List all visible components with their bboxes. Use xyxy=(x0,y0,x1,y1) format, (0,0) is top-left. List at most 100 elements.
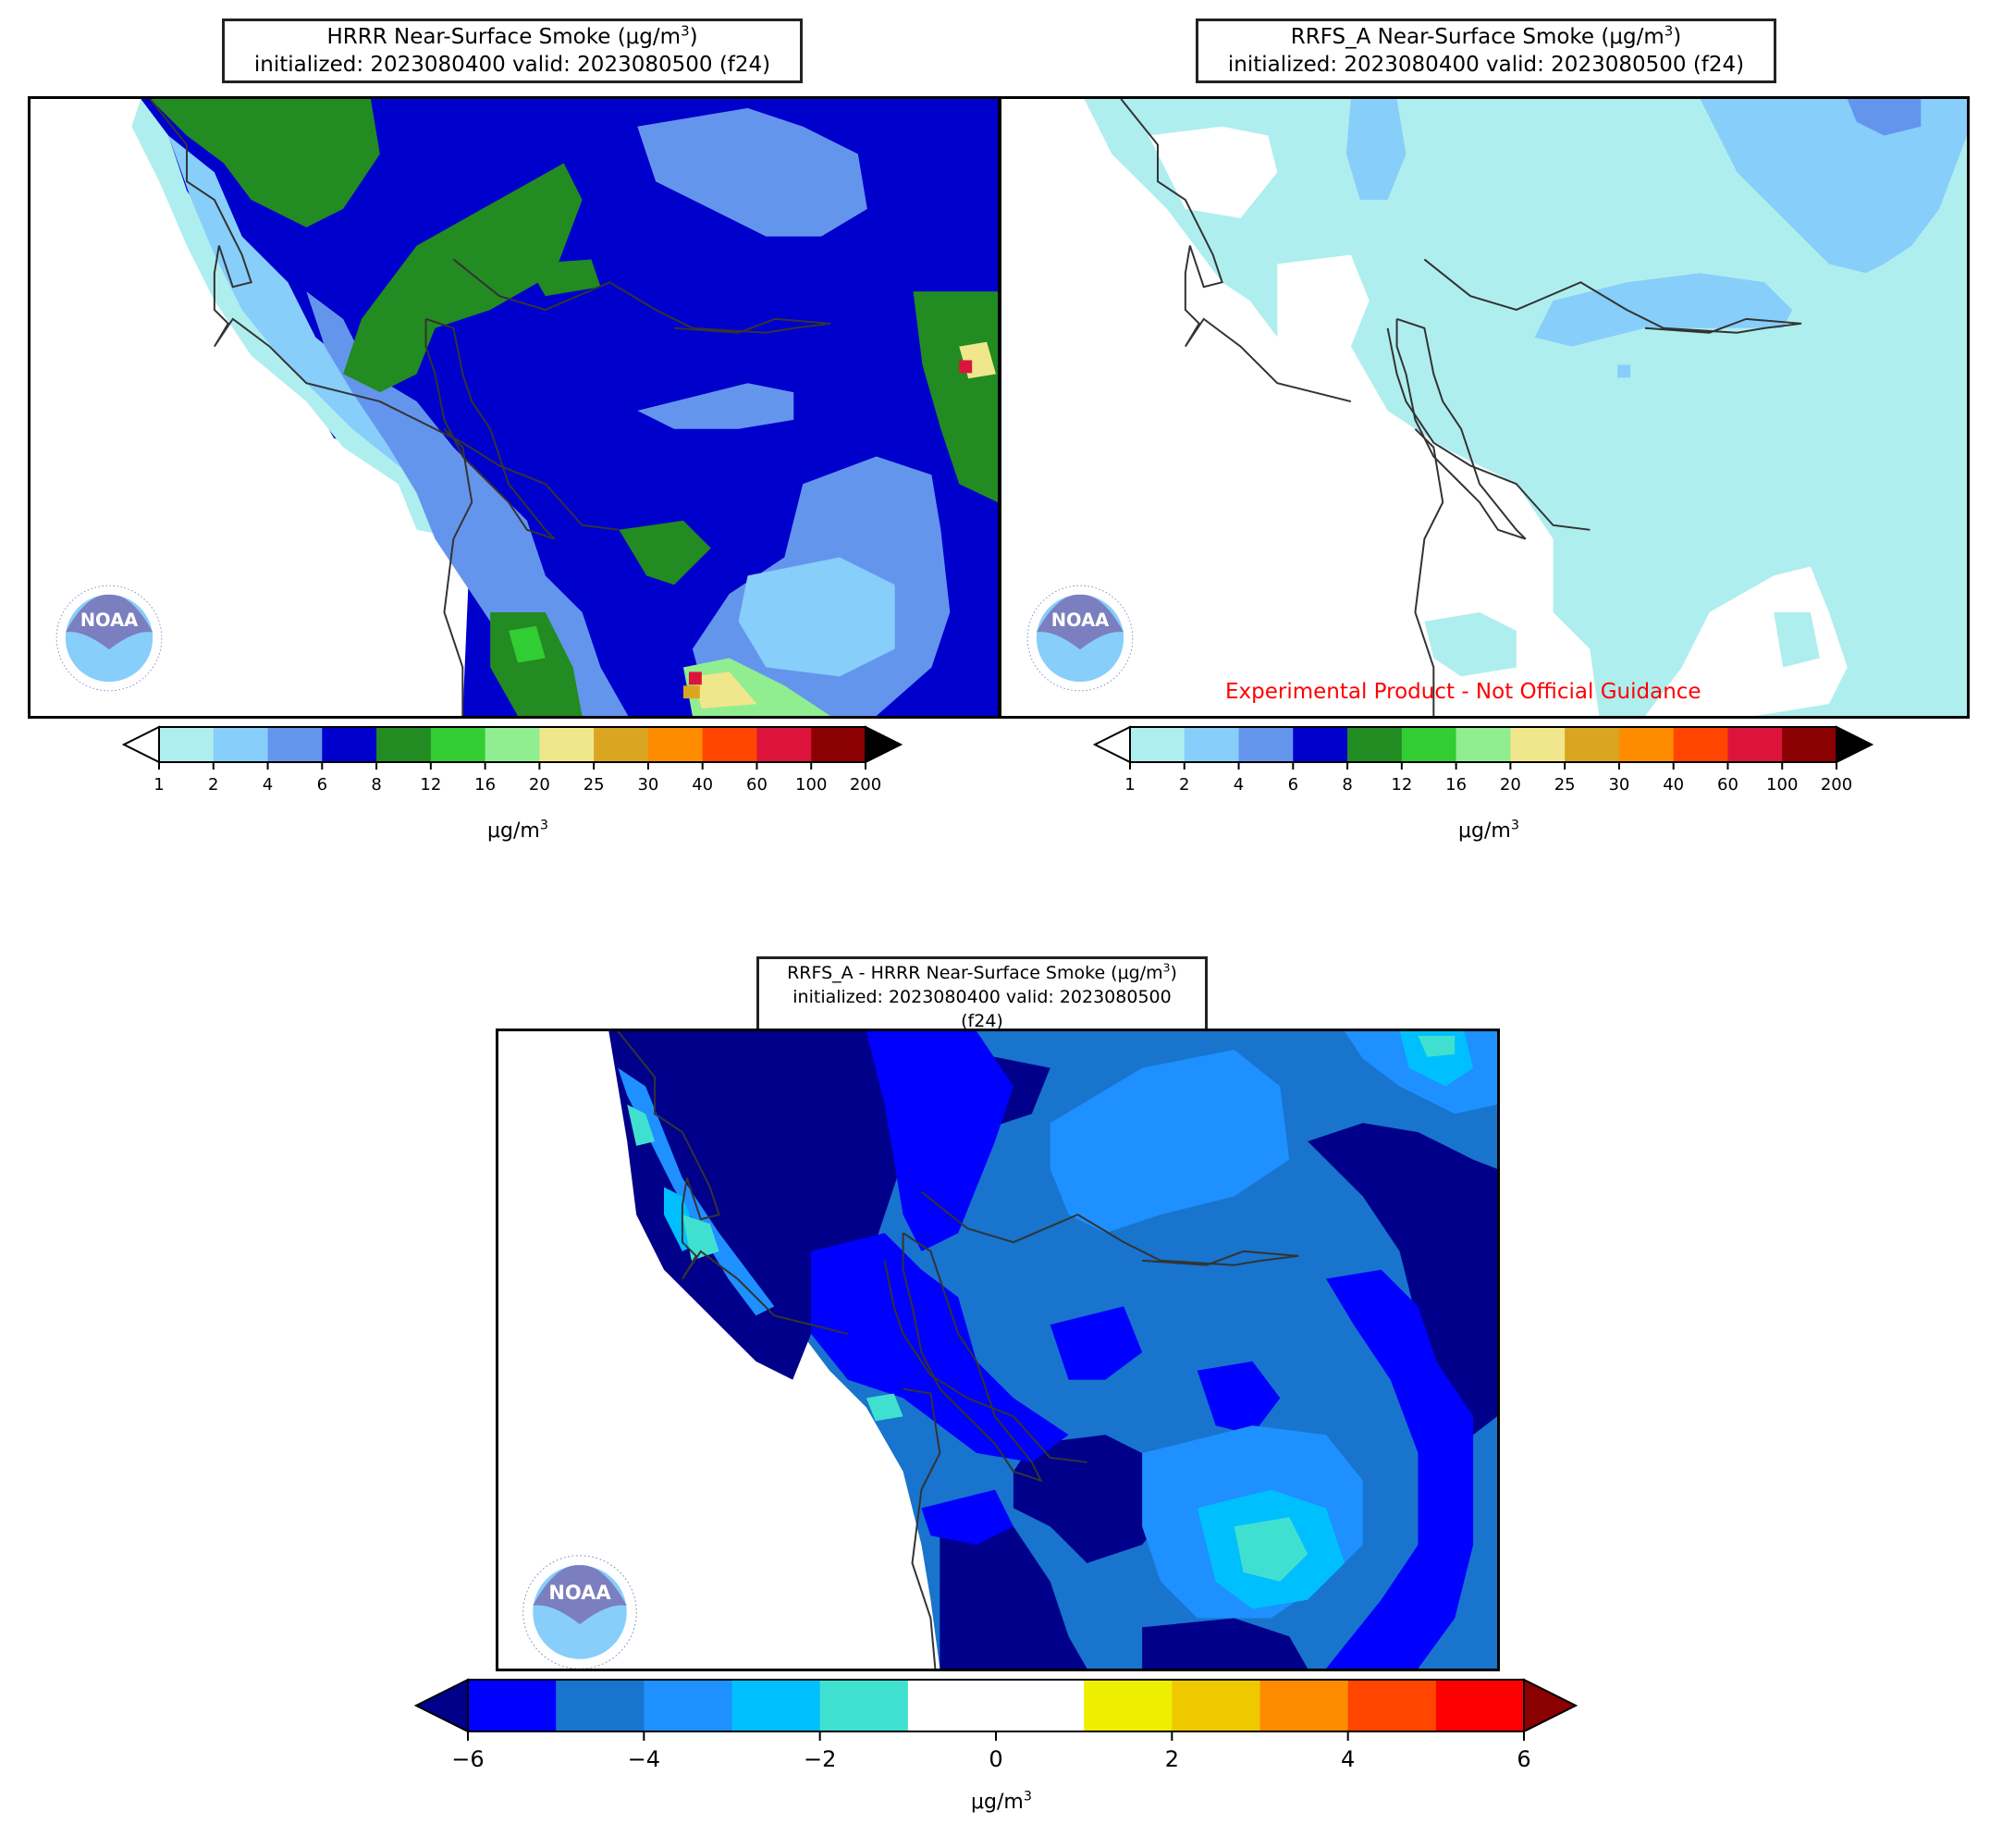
rrfs-colorbar-label: μg/m3 xyxy=(1458,818,1519,843)
colorbar-swatch xyxy=(1238,727,1294,762)
colorbar-tick-label: 4 xyxy=(263,775,273,795)
colorbar-tick-label: 2 xyxy=(208,775,218,795)
colorbar-swatch xyxy=(702,727,757,762)
colorbar-swatch xyxy=(1673,727,1728,762)
colorbar-swatch xyxy=(267,727,323,762)
colorbar-tick-label: 0 xyxy=(989,1746,1002,1772)
diff-title: RRFS_A - HRRR Near-Surface Smoke (μg/m3)… xyxy=(756,956,1208,1038)
colorbar-tick-label: 1 xyxy=(154,775,164,795)
colorbar-tick-label: 25 xyxy=(1554,775,1576,795)
colorbar-swatch xyxy=(731,1680,821,1731)
colorbar-swatch xyxy=(539,727,595,762)
rrfs-colorbar: 1 2 4 6 8 12 16 20 25 30 40 60 100 200 xyxy=(1092,725,1874,795)
colorbar-tick-label: 8 xyxy=(371,775,381,795)
colorbar-swatch xyxy=(819,1680,909,1731)
hrrr-map: NOAA xyxy=(28,96,1001,719)
colorbar-swatch xyxy=(1084,1680,1173,1731)
colorbar-swatch xyxy=(1130,727,1185,762)
colorbar-swatch xyxy=(594,727,649,762)
experimental-disclaimer: Experimental Product - Not Official Guid… xyxy=(1225,680,1701,704)
rrfs-smoke-field xyxy=(1001,99,1967,716)
colorbar-tick-label: 100 xyxy=(1766,775,1798,795)
colorbar-tick-label: 12 xyxy=(420,775,441,795)
colorbar-swatch xyxy=(430,727,486,762)
colorbar-swatch xyxy=(1727,727,1783,762)
svg-text:NOAA: NOAA xyxy=(80,610,139,631)
colorbar-tick-label: 16 xyxy=(1445,775,1467,795)
colorbar-tick-label: 1 xyxy=(1124,775,1135,795)
colorbar-frame xyxy=(158,726,866,763)
colorbar-tick-label: 16 xyxy=(474,775,496,795)
colorbar-swatch xyxy=(1782,727,1837,762)
colorbar-swatch xyxy=(376,727,432,762)
colorbar-swatch xyxy=(1184,727,1240,762)
colorbar-tick-label: 200 xyxy=(1821,775,1852,795)
colorbar-tick-label: 12 xyxy=(1391,775,1412,795)
colorbar-frame xyxy=(1129,726,1837,763)
svg-text:NOAA: NOAA xyxy=(1051,610,1110,631)
colorbar-tick-label: 4 xyxy=(1341,1746,1355,1772)
colorbar-over-extension xyxy=(1523,1678,1578,1733)
colorbar-tick-label: 60 xyxy=(1717,775,1738,795)
colorbar-under-extension xyxy=(414,1678,469,1733)
colorbar-tick-label: 30 xyxy=(637,775,658,795)
colorbar-tick-label: 2 xyxy=(1165,1746,1179,1772)
colorbar-swatch xyxy=(1618,727,1675,762)
colorbar-tick-label: 100 xyxy=(795,775,827,795)
diff-smoke-field xyxy=(498,1031,1497,1669)
colorbar-swatch xyxy=(468,1680,557,1731)
svg-text:NOAA: NOAA xyxy=(548,1582,611,1604)
hrrr-smoke-field xyxy=(31,99,998,716)
colorbar-tick-label: −4 xyxy=(628,1746,660,1772)
hrrr-colorbar: 1 2 4 6 8 12 16 20 25 30 40 60 100 200 xyxy=(121,725,903,795)
colorbar-tick-label: 60 xyxy=(746,775,768,795)
colorbar-swatch xyxy=(1259,1680,1349,1731)
colorbar-swatch xyxy=(996,1680,1085,1731)
colorbar-swatch xyxy=(1293,727,1348,762)
colorbar-swatch xyxy=(1347,1680,1437,1731)
colorbar-tick-label: 20 xyxy=(529,775,550,795)
colorbar-over-extension xyxy=(1836,725,1874,764)
colorbar-swatch xyxy=(1435,1680,1525,1731)
colorbar-tick-label: 20 xyxy=(1500,775,1521,795)
colorbar-tick-label: 30 xyxy=(1608,775,1629,795)
colorbar-swatch xyxy=(1510,727,1566,762)
colorbar-swatch xyxy=(1347,727,1403,762)
colorbar-swatch xyxy=(907,1680,997,1731)
colorbar-tick-label: 200 xyxy=(850,775,881,795)
colorbar-swatch xyxy=(322,727,377,762)
colorbar-swatch xyxy=(159,727,215,762)
diff-colorbar-label: μg/m3 xyxy=(971,1789,1032,1814)
noaa-logo: NOAA xyxy=(1024,582,1136,695)
colorbar-swatch xyxy=(756,727,812,762)
diff-colorbar: −6 −4 −2 0 2 4 6 xyxy=(414,1678,1578,1772)
colorbar-swatch xyxy=(1401,727,1457,762)
colorbar-swatch xyxy=(1456,727,1511,762)
colorbar-under-extension xyxy=(121,725,160,764)
colorbar-tick-label: 4 xyxy=(1234,775,1244,795)
noaa-logo: NOAA xyxy=(520,1552,640,1669)
hrrr-colorbar-label: μg/m3 xyxy=(487,818,548,843)
colorbar-over-extension xyxy=(865,725,903,764)
colorbar-swatch xyxy=(485,727,540,762)
colorbar-swatch xyxy=(647,727,704,762)
rrfs-title: RRFS_A Near-Surface Smoke (μg/m3) initia… xyxy=(1196,18,1776,83)
colorbar-tick-label: 2 xyxy=(1179,775,1189,795)
colorbar-swatch xyxy=(644,1680,732,1731)
colorbar-swatch xyxy=(811,727,866,762)
hrrr-title: HRRR Near-Surface Smoke (μg/m3) initiali… xyxy=(222,18,803,83)
colorbar-tick-label: −6 xyxy=(451,1746,484,1772)
colorbar-swatch xyxy=(213,727,269,762)
colorbar-tick-label: 25 xyxy=(583,775,605,795)
colorbar-tick-label: −2 xyxy=(804,1746,836,1772)
colorbar-swatch xyxy=(556,1680,645,1731)
colorbar-swatch xyxy=(1565,727,1620,762)
rrfs-map: NOAA Experimental Product - Not Official… xyxy=(999,96,1970,719)
diff-map: NOAA xyxy=(496,1029,1500,1671)
colorbar-swatch xyxy=(1172,1680,1260,1731)
colorbar-tick-label: 6 xyxy=(1288,775,1298,795)
colorbar-tick-label: 6 xyxy=(1517,1746,1530,1772)
colorbar-tick-label: 6 xyxy=(317,775,327,795)
colorbar-tick-label: 8 xyxy=(1342,775,1352,795)
colorbar-tick-label: 40 xyxy=(1663,775,1684,795)
